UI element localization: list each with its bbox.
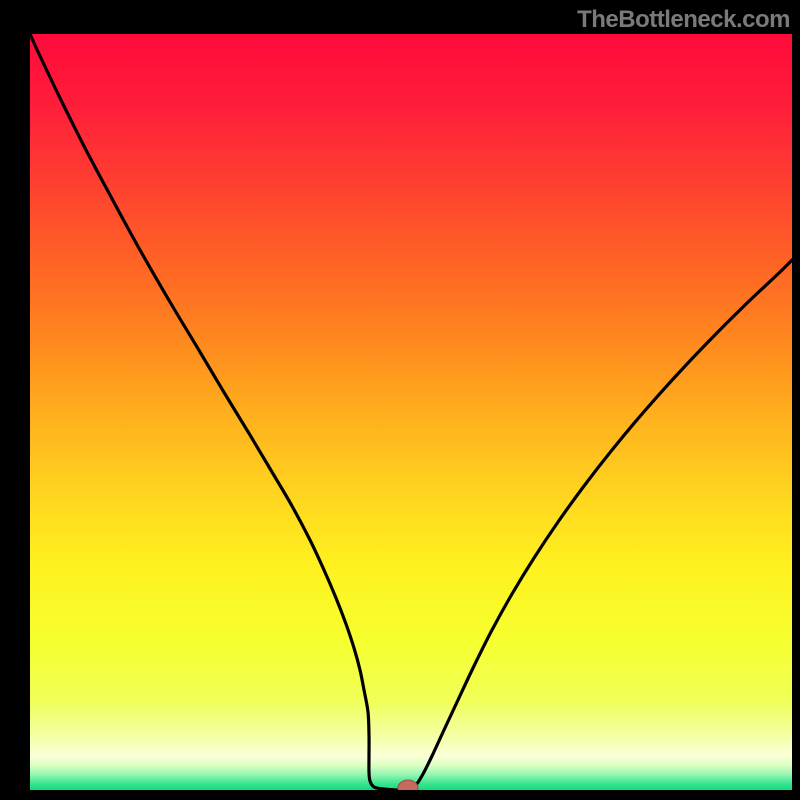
chart-frame: TheBottleneck.com xyxy=(0,0,800,800)
optimum-marker xyxy=(398,780,418,790)
plot-area xyxy=(30,34,792,790)
watermark-text: TheBottleneck.com xyxy=(577,6,790,34)
bottleneck-curve xyxy=(30,34,792,790)
chart-curve-layer xyxy=(30,34,792,790)
